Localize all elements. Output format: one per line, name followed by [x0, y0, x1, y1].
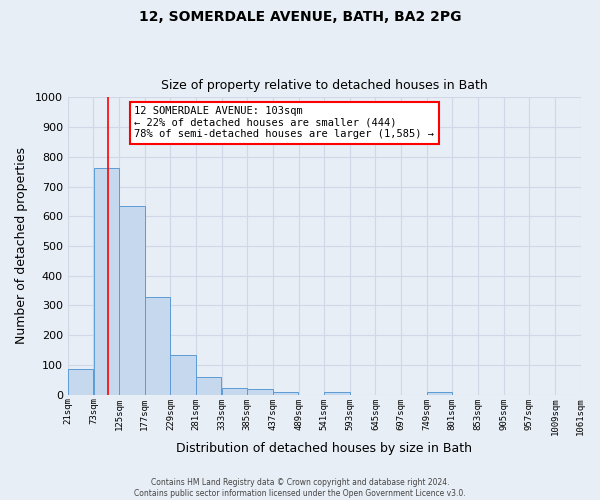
Bar: [119, 206, 145, 394]
Bar: [170, 355, 196, 395]
Text: Contains HM Land Registry data © Crown copyright and database right 2024.
Contai: Contains HM Land Registry data © Crown c…: [134, 478, 466, 498]
Y-axis label: Number of detached properties: Number of detached properties: [15, 148, 28, 344]
X-axis label: Distribution of detached houses by size in Bath: Distribution of detached houses by size …: [176, 442, 472, 455]
Bar: [273, 392, 298, 394]
Text: 12 SOMERDALE AVENUE: 103sqm
← 22% of detached houses are smaller (444)
78% of se: 12 SOMERDALE AVENUE: 103sqm ← 22% of det…: [134, 106, 434, 140]
Bar: [427, 392, 452, 394]
Title: Size of property relative to detached houses in Bath: Size of property relative to detached ho…: [161, 79, 488, 92]
Bar: [324, 392, 350, 394]
Bar: [94, 168, 119, 394]
Text: 12, SOMERDALE AVENUE, BATH, BA2 2PG: 12, SOMERDALE AVENUE, BATH, BA2 2PG: [139, 10, 461, 24]
Bar: [196, 378, 221, 394]
Bar: [222, 388, 247, 394]
Bar: [145, 296, 170, 394]
Bar: [68, 370, 94, 394]
Bar: [247, 390, 273, 394]
